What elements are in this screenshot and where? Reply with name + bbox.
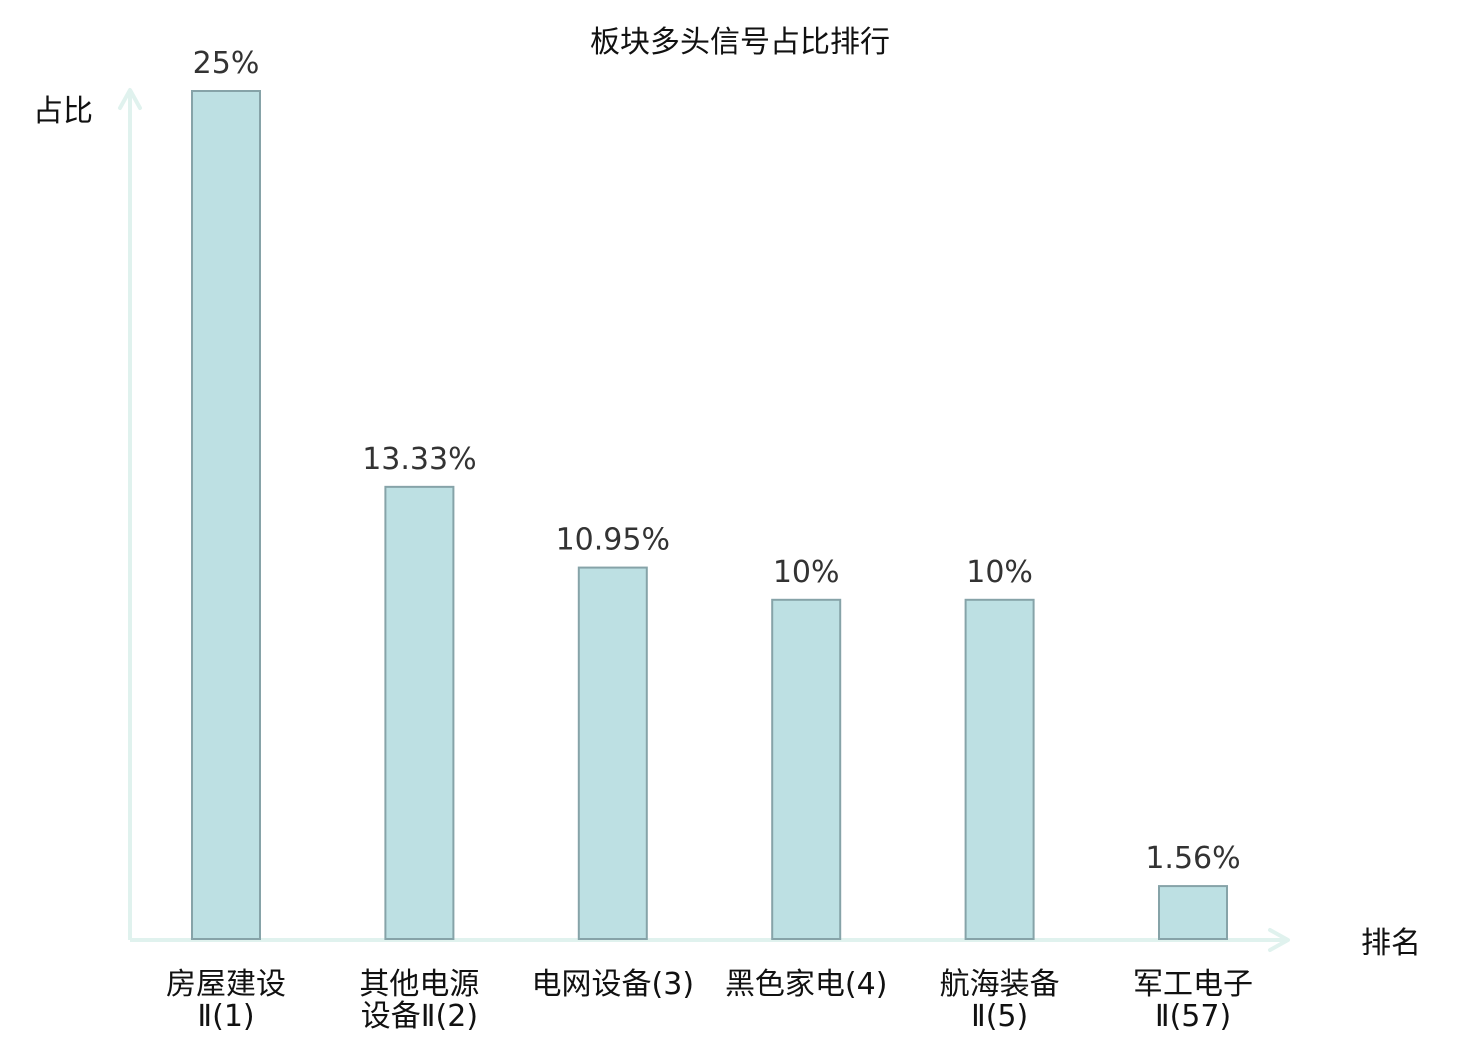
category-label: 军工电子 xyxy=(1133,967,1253,1002)
category-label: Ⅱ(5) xyxy=(971,999,1028,1034)
bar xyxy=(384,485,455,940)
x-axis-arrow xyxy=(1268,928,1290,952)
category-label: 设备Ⅱ(2) xyxy=(361,999,478,1034)
category-label: Ⅱ(57) xyxy=(1155,999,1231,1034)
chart-title: 板块多头信号占比排行 xyxy=(590,25,890,60)
bar xyxy=(771,598,842,940)
y-axis-label: 占比 xyxy=(33,94,93,129)
value-label: 1.56% xyxy=(1145,841,1240,876)
category-label: 电网设备(3) xyxy=(532,967,695,1002)
bar xyxy=(577,566,648,940)
bar xyxy=(964,598,1035,940)
x-axis xyxy=(130,928,1290,952)
category-label: 黑色家电(4) xyxy=(725,967,888,1002)
y-axis xyxy=(118,88,142,940)
category-label: 房屋建设 xyxy=(166,967,286,1002)
value-label: 25% xyxy=(193,46,260,81)
category-label: 其他电源 xyxy=(359,967,479,1002)
category-label: Ⅱ(1) xyxy=(197,999,254,1034)
bar xyxy=(1158,885,1228,940)
bar xyxy=(191,90,261,940)
value-label: 10% xyxy=(966,555,1033,590)
value-label: 10.95% xyxy=(556,523,670,558)
value-label: 10% xyxy=(773,555,840,590)
x-axis-label: 排名 xyxy=(1361,926,1421,961)
value-label: 13.33% xyxy=(362,442,476,477)
bars xyxy=(191,90,1228,940)
value-labels: 25% 13.33% 10.95% 10% 10% 1.56% xyxy=(193,46,1241,876)
category-label: 航海装备 xyxy=(940,967,1060,1002)
y-axis-arrow xyxy=(118,88,142,110)
